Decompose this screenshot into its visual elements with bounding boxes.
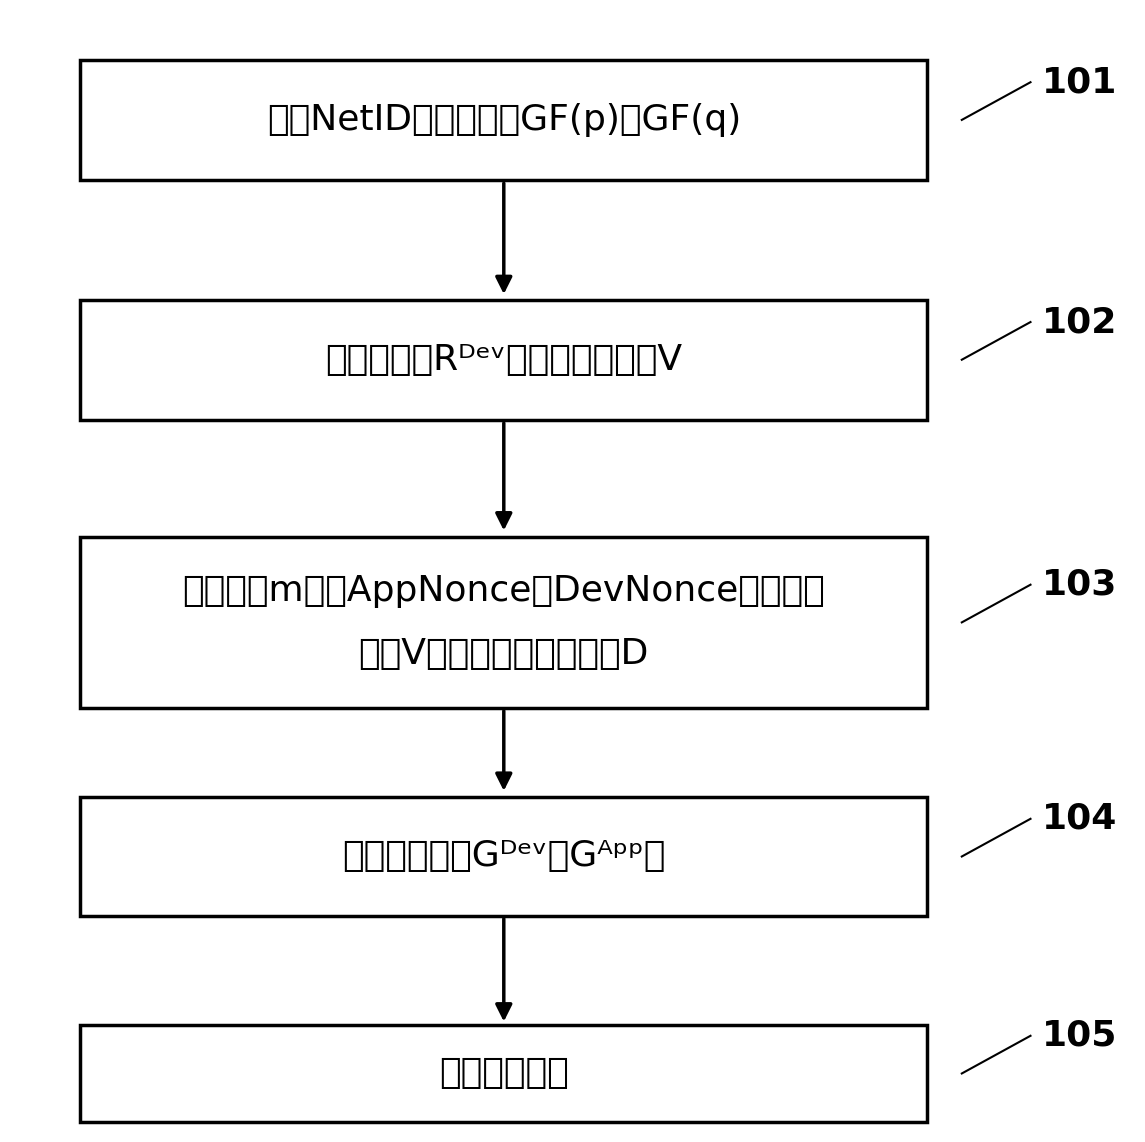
Text: 104: 104: [1042, 802, 1118, 836]
FancyBboxPatch shape: [80, 1026, 927, 1121]
Text: 103: 103: [1042, 568, 1118, 602]
Text: 阵集V中选出主密钥矩阵集D: 阵集V中选出主密钥矩阵集D: [358, 637, 649, 670]
Text: 生成协商矩阵Gᴰᵉᵛ与Gᴬᵖᵖ。: 生成协商矩阵Gᴰᵉᵛ与Gᴬᵖᵖ。: [342, 839, 665, 874]
FancyBboxPatch shape: [80, 299, 927, 419]
Text: 102: 102: [1042, 305, 1118, 339]
Text: 105: 105: [1042, 1019, 1118, 1053]
Text: 101: 101: [1042, 65, 1118, 99]
FancyBboxPatch shape: [80, 797, 927, 916]
FancyBboxPatch shape: [80, 537, 927, 708]
FancyBboxPatch shape: [80, 59, 927, 179]
Text: 利用NetID生成有限域GF(p)及GF(q): 利用NetID生成有限域GF(p)及GF(q): [267, 103, 741, 137]
Text: 利用种子池Rᴰᵉᵛ生成对称矩阵集V: 利用种子池Rᴰᵉᵛ生成对称矩阵集V: [325, 343, 682, 377]
Text: 借助参数m以及AppNonce、DevNonce从对称矩: 借助参数m以及AppNonce、DevNonce从对称矩: [182, 574, 826, 608]
Text: 生成会话密钥: 生成会话密钥: [439, 1056, 569, 1091]
